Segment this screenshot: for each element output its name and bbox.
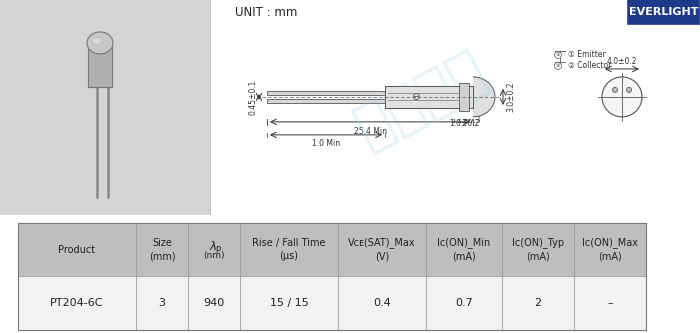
Bar	[267, 99, 385, 103]
Bar	[426, 276, 502, 330]
Ellipse shape	[92, 37, 102, 45]
Bar	[18, 276, 136, 330]
Text: ① Emitter: ① Emitter	[568, 50, 606, 60]
Text: ② Collector: ② Collector	[568, 61, 611, 71]
Circle shape	[602, 77, 642, 117]
Text: PT204-6C: PT204-6C	[50, 298, 104, 308]
Text: Iᴄ(ON)_Min
(mA): Iᴄ(ON)_Min (mA)	[438, 237, 491, 262]
Bar	[18, 223, 646, 330]
Text: Product: Product	[58, 245, 96, 255]
Bar	[18, 223, 136, 276]
Bar	[385, 86, 473, 108]
Text: Rise / Fall Time
(μs): Rise / Fall Time (μs)	[252, 238, 326, 261]
Text: λ: λ	[209, 240, 216, 253]
Text: p: p	[216, 244, 220, 253]
Bar	[136, 276, 188, 330]
Bar	[426, 223, 502, 276]
Text: 15 / 15: 15 / 15	[270, 298, 309, 308]
Bar	[188, 276, 240, 330]
Bar	[385, 86, 473, 108]
Text: 3: 3	[158, 298, 165, 308]
Bar	[459, 83, 469, 111]
Text: ⊖: ⊖	[412, 92, 420, 102]
Bar	[0, 0, 210, 215]
Bar	[88, 45, 112, 87]
Bar	[136, 223, 188, 276]
Text: ①: ①	[556, 52, 560, 58]
Text: –: –	[607, 298, 612, 308]
Bar	[240, 223, 338, 276]
Bar	[188, 223, 240, 276]
Text: 4.0±0.2: 4.0±0.2	[607, 57, 637, 66]
Text: 2: 2	[534, 298, 542, 308]
Circle shape	[626, 87, 631, 92]
Bar	[502, 223, 574, 276]
Text: UNIT : mm: UNIT : mm	[235, 6, 298, 20]
Bar	[574, 276, 646, 330]
Text: 940: 940	[204, 298, 225, 308]
Circle shape	[554, 51, 561, 59]
Circle shape	[612, 87, 617, 92]
Text: Vᴄᴇ(SAT)_Max
(V): Vᴄᴇ(SAT)_Max (V)	[348, 237, 416, 262]
Text: Iᴄ(ON)_Max
(mA): Iᴄ(ON)_Max (mA)	[582, 237, 638, 262]
Text: ②: ②	[556, 63, 560, 69]
Text: 25.4 Min: 25.4 Min	[354, 127, 386, 136]
Bar	[338, 276, 426, 330]
Text: 0.7: 0.7	[455, 298, 473, 308]
Text: 0.45±0.1: 0.45±0.1	[248, 79, 257, 115]
Circle shape	[554, 62, 561, 70]
Text: (nm): (nm)	[203, 251, 225, 260]
Bar	[338, 223, 426, 276]
Bar	[574, 223, 646, 276]
Text: 1.0 Min: 1.0 Min	[312, 139, 340, 148]
Text: Iᴄ(ON)_Typ
(mA): Iᴄ(ON)_Typ (mA)	[512, 237, 564, 262]
Text: 1.0±0.2: 1.0±0.2	[449, 119, 480, 129]
Text: 3.0±0.2: 3.0±0.2	[506, 82, 515, 112]
Bar	[450, 75, 473, 119]
Ellipse shape	[87, 32, 113, 54]
Bar	[630, 2, 697, 22]
Bar	[240, 276, 338, 330]
Text: 5.2±0.3: 5.2±0.3	[451, 117, 482, 126]
Bar	[502, 276, 574, 330]
Text: 超朴电子: 超朴电子	[345, 42, 495, 158]
Text: Size
(mm): Size (mm)	[148, 238, 175, 261]
Text: EVERLIGHT: EVERLIGHT	[629, 7, 699, 17]
Bar	[267, 91, 385, 95]
Ellipse shape	[451, 77, 495, 117]
Text: 0.4: 0.4	[373, 298, 391, 308]
Bar	[628, 0, 699, 24]
